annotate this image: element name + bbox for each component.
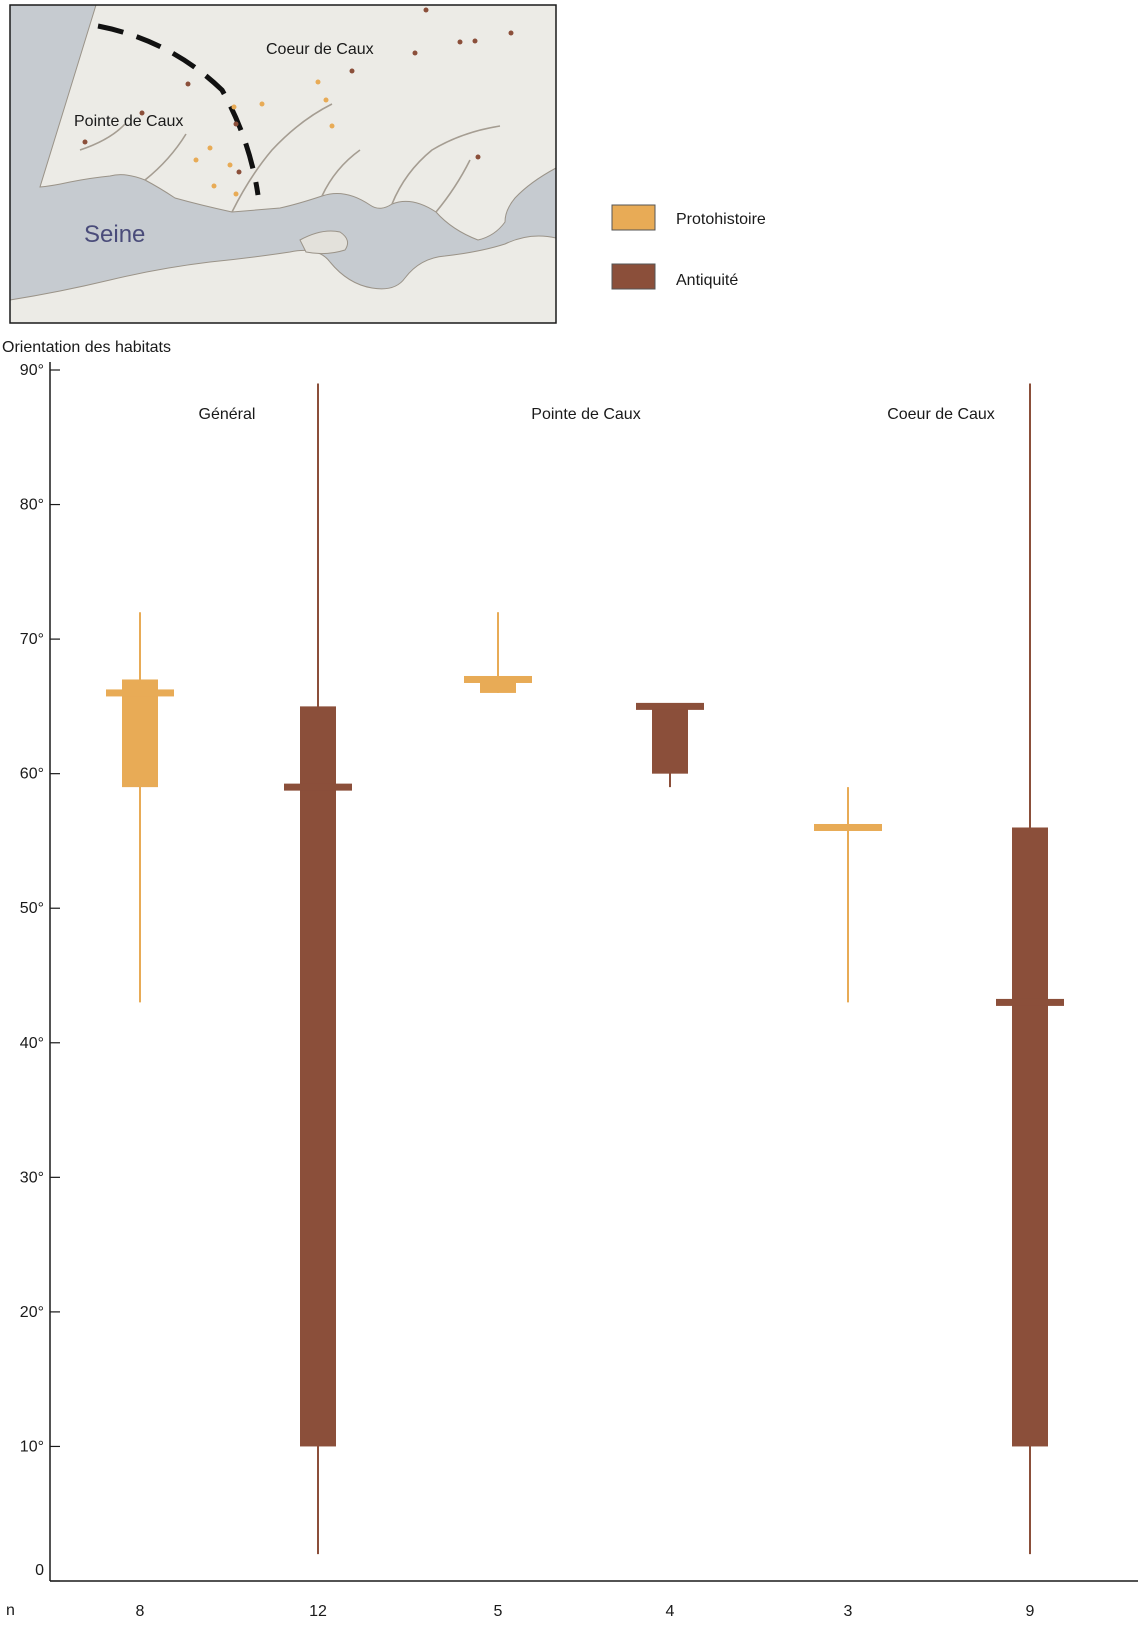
y-tick-label: 10° xyxy=(20,1438,44,1455)
map-frame xyxy=(9,4,557,324)
legend-label-antiquite: Antiquité xyxy=(676,272,738,289)
map-sites-protohistoire xyxy=(193,79,335,197)
map-label-seine: Seine xyxy=(84,221,145,248)
n-value: 9 xyxy=(1026,1603,1035,1620)
box-body xyxy=(652,706,688,774)
y-tick-label: 50° xyxy=(20,900,44,917)
y-tick-label: 40° xyxy=(20,1035,44,1052)
legend-label-protohistoire: Protohistoire xyxy=(676,211,766,228)
group-title: Pointe de Caux xyxy=(531,406,640,423)
box-median xyxy=(284,783,352,791)
map-sites-antiquite xyxy=(82,7,514,175)
map-label-pointe: Pointe de Caux xyxy=(74,113,183,130)
box-body xyxy=(300,706,336,1447)
map-island xyxy=(299,230,349,255)
n-label: n xyxy=(6,1602,15,1619)
y-tick-label: 0 xyxy=(35,1562,44,1579)
n-value: 4 xyxy=(666,1603,675,1620)
y-tick-label: 60° xyxy=(20,766,44,783)
n-value: 8 xyxy=(136,1603,145,1620)
box-median xyxy=(464,675,532,683)
n-value: 12 xyxy=(309,1603,327,1620)
y-axis-title: Orientation des habitats xyxy=(2,339,171,356)
group-title: Général xyxy=(199,406,256,423)
map-land-south xyxy=(9,235,557,324)
box-body xyxy=(122,679,158,788)
legend-swatch-protohistoire xyxy=(611,204,656,231)
y-tick-label: 70° xyxy=(20,631,44,648)
map-valleys xyxy=(79,103,501,213)
n-value: 3 xyxy=(844,1603,853,1620)
box-median xyxy=(636,702,704,710)
box-median xyxy=(106,689,174,697)
y-tick-label: 90° xyxy=(20,362,44,379)
map-inset: Seine Pointe de Caux Coeur de Caux xyxy=(9,4,557,324)
box-chart: Orientation des habitats n 0 10° 20° 30° 40°… xyxy=(2,339,1138,1620)
y-tick-label: 30° xyxy=(20,1169,44,1186)
legend: Protohistoire Antiquité xyxy=(611,204,766,290)
y-tick-label: 20° xyxy=(20,1304,44,1321)
n-value: 5 xyxy=(494,1603,503,1620)
box-body xyxy=(1012,827,1048,1447)
box-median xyxy=(814,823,882,831)
legend-swatch-antiquite xyxy=(611,263,656,290)
map-label-coeur: Coeur de Caux xyxy=(266,41,374,58)
map-boundary-dashed xyxy=(97,23,261,196)
box-median xyxy=(996,998,1064,1006)
y-tick-label: 80° xyxy=(20,497,44,514)
group-title: Coeur de Caux xyxy=(887,406,995,423)
